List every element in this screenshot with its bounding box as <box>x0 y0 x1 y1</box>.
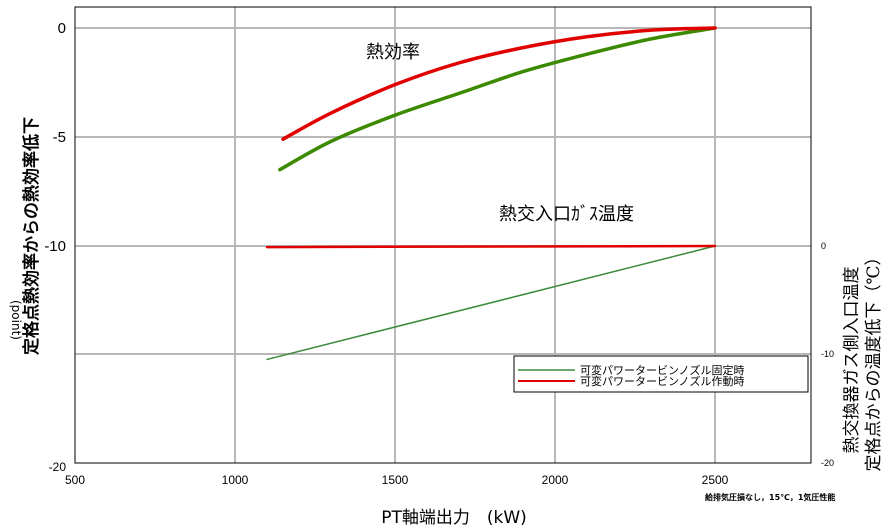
series-line-efficiency-active <box>281 26 717 141</box>
legend: 可変パワータービンノズル固定時 可変パワータービンノズル作動時 <box>513 355 809 393</box>
y-axis-label: 定格点熱効率からの熱効率低下 <box>21 117 42 355</box>
grid <box>75 7 811 463</box>
x-tick-label: 2000 <box>542 473 569 487</box>
x-tick-label: 1500 <box>382 473 409 487</box>
plot-frame <box>74 6 812 464</box>
y-tick-label: -5 <box>53 129 66 146</box>
footnote: 給排気圧損なし，15℃，1気圧性能 <box>705 492 835 502</box>
y2-axis-label-line2: 定格点からの温度低下（℃） <box>864 248 884 471</box>
series-line-inlet-temp-fixed <box>266 245 716 361</box>
x-tick-label: 2500 <box>702 473 729 487</box>
series-line-inlet-temp-active <box>265 244 717 249</box>
y2-tick-label: -10 <box>821 349 834 359</box>
y-tick-label: -10 <box>44 238 66 255</box>
tick-labels: 500 1000 1500 2000 2500 0 -5 -10 -20 0 -10 -20 <box>44 20 834 487</box>
legend-label-fixed: 可変パワータービンノズル固定時 <box>580 363 744 377</box>
y-tick-label: 0 <box>58 20 66 37</box>
y-tick-label: -20 <box>49 460 67 474</box>
x-axis-label: PT軸端出力 (kW) <box>381 508 527 528</box>
y2-axis-label-line1: 熱交換器ガス側入口温度 <box>842 267 862 454</box>
series-line-efficiency-fixed <box>278 26 717 172</box>
x-tick-label: 500 <box>65 473 85 487</box>
series-group <box>265 26 717 361</box>
legend-label-active: 可変パワータービンノズル作動時 <box>580 374 744 388</box>
y2-tick-label: -20 <box>821 458 834 468</box>
annotation-inlet-temp: 熱交入口ｶﾞｽ温度 <box>499 204 634 225</box>
y2-tick-label: 0 <box>821 241 826 251</box>
legend-box <box>513 355 809 393</box>
annotation-efficiency: 熱効率 <box>366 42 420 63</box>
y-axis-sublabel: (point) <box>9 300 23 340</box>
x-tick-label: 1000 <box>222 473 249 487</box>
